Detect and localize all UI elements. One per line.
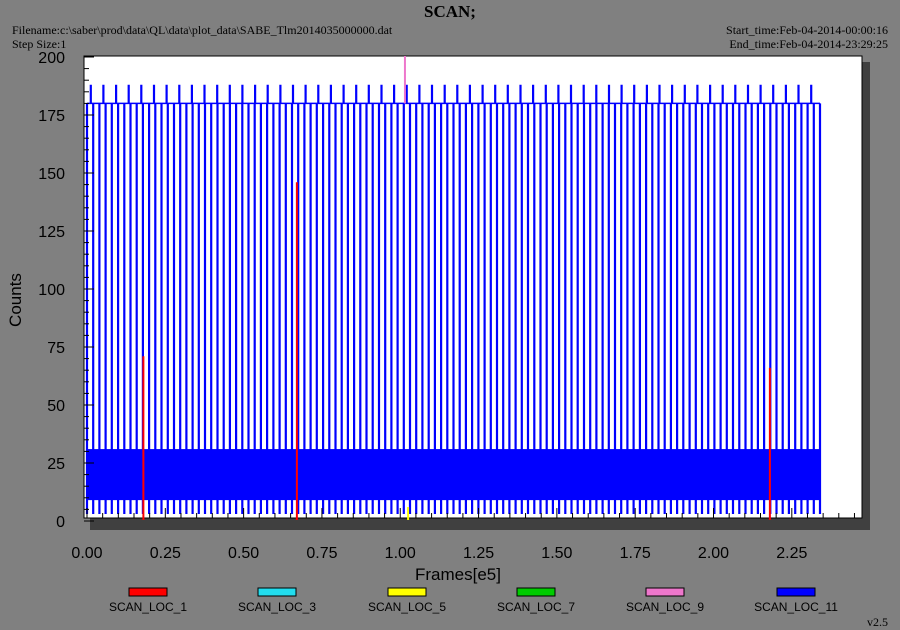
series-scan-loc-11-band [87, 449, 821, 501]
x-tick-label-0: 0.00 [71, 545, 102, 562]
legend-label-scan-loc-3: SCAN_LOC_3 [238, 600, 316, 614]
y-tick-label-4: 100 [38, 282, 65, 299]
step-size-label: Step Size:1 [12, 37, 66, 51]
y-tick-label-0: 0 [56, 514, 65, 531]
legend-label-scan-loc-9: SCAN_LOC_9 [626, 600, 704, 614]
legend-swatch-scan-loc-11 [776, 587, 816, 597]
x-tick-label-9: 2.25 [776, 545, 807, 562]
filename-label: Filename:c:\saber\prod\data\QL\data\plot… [12, 23, 393, 37]
legend-swatch-scan-loc-5 [387, 587, 427, 597]
legend-swatch-scan-loc-7 [516, 587, 556, 597]
series-layer [85, 56, 822, 520]
y-axis-label: Counts [6, 273, 25, 327]
y-tick-label-7: 175 [38, 108, 65, 125]
version-label: v2.5 [867, 615, 888, 629]
legend-swatch-scan-loc-1 [128, 587, 168, 597]
legend-label-scan-loc-7: SCAN_LOC_7 [497, 600, 575, 614]
legend: SCAN_LOC_1 SCAN_LOC_3 SCAN_LOC_5 SCAN_LOC_7… [109, 587, 838, 614]
y-tick-label-5: 125 [38, 224, 65, 241]
axes-layer: 0 25 50 75 100 125 150 175 200 0.00 0.25 0.50 0.75 1.… [38, 50, 855, 562]
legend-label-scan-loc-5: SCAN_LOC_5 [368, 600, 446, 614]
y-tick-label-1: 25 [47, 456, 65, 473]
x-tick-label-4: 1.00 [385, 545, 416, 562]
y-tick-label-8: 200 [38, 50, 65, 67]
x-axis-label: Frames[e5] [415, 565, 501, 584]
x-tick-label-5: 1.25 [463, 545, 494, 562]
x-tick-label-8: 2.00 [698, 545, 729, 562]
x-tick-label-3: 0.75 [306, 545, 337, 562]
y-tick-label-2: 50 [47, 398, 65, 415]
series-scan-loc-11-pulses [85, 103, 822, 514]
end-time-label: End_time:Feb-04-2014-23:29:25 [729, 37, 888, 51]
legend-swatch-scan-loc-9 [645, 587, 685, 597]
x-tick-label-6: 1.50 [541, 545, 572, 562]
y-tick-label-3: 75 [47, 340, 65, 357]
legend-swatch-scan-loc-3 [257, 587, 297, 597]
x-tick-label-1: 0.25 [150, 545, 181, 562]
x-tick-label-2: 0.50 [228, 545, 259, 562]
legend-label-scan-loc-11: SCAN_LOC_11 [754, 600, 838, 614]
x-tick-label-7: 1.75 [620, 545, 651, 562]
y-tick-label-6: 150 [38, 166, 65, 183]
series-scan-loc-11-spikes [89, 84, 813, 104]
start-time-label: Start_time:Feb-04-2014-00:00:16 [726, 23, 888, 37]
legend-label-scan-loc-1: SCAN_LOC_1 [109, 600, 187, 614]
chart-title: SCAN; [424, 2, 476, 21]
